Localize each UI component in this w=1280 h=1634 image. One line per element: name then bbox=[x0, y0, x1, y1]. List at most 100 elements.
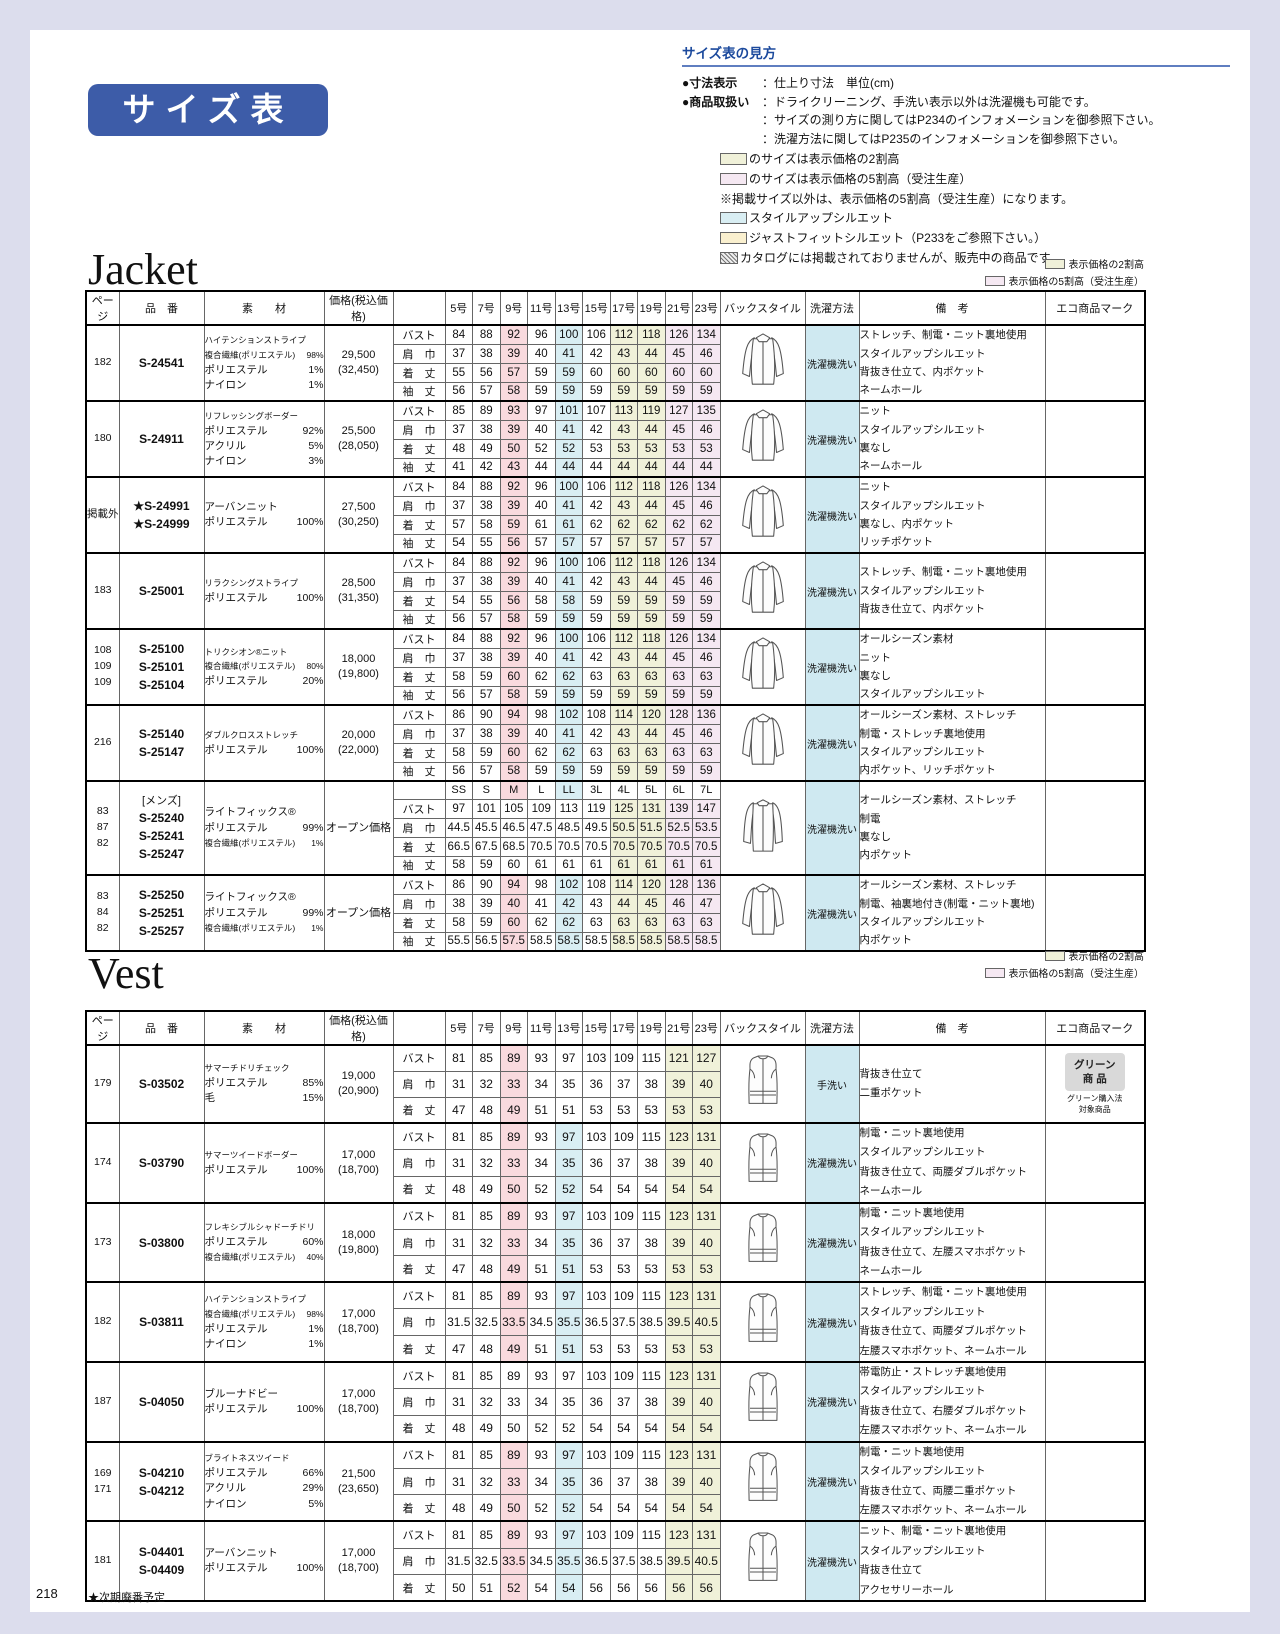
note-line: 左腰スマホポケット、ネームホール bbox=[859, 1344, 1027, 1357]
size-value-cell: 85 bbox=[472, 1044, 501, 1072]
wash-method-cell: 洗濯機洗い bbox=[804, 780, 860, 876]
size-value-cell: 34.5 bbox=[527, 1308, 556, 1336]
jacket-mini-legend: 表示価格の2割高 表示価格の5割高（受注生産） bbox=[844, 256, 1144, 290]
size-value-cell: 37 bbox=[444, 723, 473, 744]
size-value-cell: 49 bbox=[472, 1414, 501, 1443]
price-line: (28,050) bbox=[338, 440, 379, 452]
measure-label-cell: 袖 丈 bbox=[392, 457, 446, 478]
size-value-cell: 47.5 bbox=[527, 817, 556, 838]
size-value-cell: 56 bbox=[692, 1574, 721, 1602]
size-value-cell: 70.5 bbox=[582, 836, 611, 857]
size-value-cell: 58.5 bbox=[692, 931, 721, 952]
material-name: ポリエステル bbox=[204, 675, 268, 688]
material-line: ポリエステル 1% bbox=[205, 363, 323, 378]
size-value-cell: 62 bbox=[609, 514, 638, 535]
measurement-row: 着 丈 47 48 49 51 51 53 53 53 53 53 bbox=[86, 1096, 1145, 1124]
item-code: ★S-24999 bbox=[133, 517, 190, 531]
measure-label-cell: 着 丈 bbox=[392, 1494, 446, 1522]
size-value-cell: 39 bbox=[472, 893, 501, 914]
vest-back-icon bbox=[747, 1213, 778, 1262]
measurement-row: 肩 巾 37 38 39 40 41 42 43 44 45 46 bbox=[86, 647, 1145, 668]
size-value-cell: 58 bbox=[472, 514, 501, 535]
size-value-cell: 45 bbox=[664, 495, 693, 516]
measure-label-cell: 着 丈 bbox=[392, 438, 446, 459]
page-ref: 83 bbox=[96, 805, 109, 818]
size-value-cell: 36 bbox=[582, 1070, 611, 1098]
size-value-cell: 59 bbox=[609, 609, 638, 630]
vest-size-table: ページ品 番素 材価格(税込価格) 5号 7号 9号 11号 13号 15号 17号 19号 21… bbox=[85, 1010, 1146, 1603]
size-value-cell: 36 bbox=[582, 1228, 611, 1257]
vest-back-icon bbox=[747, 1372, 778, 1422]
size-value-cell: 105 bbox=[499, 798, 528, 819]
size-value-cell: 53 bbox=[609, 1255, 638, 1283]
note-line: 背抜き仕立て、両腰ダブルポケット bbox=[859, 1325, 1027, 1338]
item-code: S-24911 bbox=[139, 432, 184, 446]
size-value-cell: 135 bbox=[692, 400, 721, 421]
product-row-S-04401: 181 S-04401 S-04409 アーバンニット ポリエステル 100% 17,000… bbox=[85, 1520, 1146, 1602]
size-value-cell: 54 bbox=[609, 1494, 638, 1522]
size-value-cell: 131 bbox=[692, 1520, 721, 1549]
item-code: S-03800 bbox=[138, 1235, 185, 1250]
size-value-cell: 38 bbox=[472, 723, 501, 744]
jacket-back-icon bbox=[741, 408, 784, 461]
size-value-cell: 49.5 bbox=[582, 817, 611, 838]
material-cell: ブライトネスツイード ポリエステル 66% アクリル 29% ナイロン 5% bbox=[203, 1440, 325, 1522]
material-percent: 99% bbox=[302, 906, 324, 919]
size-value-cell: 55.5 bbox=[444, 931, 473, 952]
size-value-cell: 33.5 bbox=[499, 1547, 528, 1576]
size-value-cell: 63 bbox=[609, 742, 638, 763]
size-value-cell: 35 bbox=[554, 1467, 583, 1496]
page-ref: 109 bbox=[93, 660, 112, 673]
alt-size-header: SS bbox=[444, 780, 473, 800]
note-line: 背抜き仕立て、内ポケット bbox=[859, 603, 985, 616]
measurement-row: 着 丈 54 55 56 58 58 59 59 59 59 59 bbox=[86, 590, 1145, 611]
price-line: 18,000 bbox=[341, 1228, 376, 1241]
page-ref: 掲載外 bbox=[87, 508, 119, 521]
size-value-cell: 32.5 bbox=[472, 1547, 501, 1576]
page-ref-cell: 179 bbox=[85, 1044, 120, 1124]
size-value-cell: 48 bbox=[444, 1494, 473, 1522]
size-value-cell: 39 bbox=[499, 647, 528, 668]
size-value-cell: 53 bbox=[582, 1335, 611, 1363]
measure-label-cell: 袖 丈 bbox=[392, 685, 446, 706]
size-value-cell: 61 bbox=[582, 855, 611, 876]
material-percent: 85% bbox=[302, 1077, 324, 1090]
measure-label-cell: 着 丈 bbox=[392, 742, 446, 763]
size-value-cell: 51 bbox=[554, 1096, 583, 1124]
measure-label-cell: バスト bbox=[392, 628, 446, 649]
material-name: ナイロン bbox=[204, 1338, 247, 1351]
size-value-cell: 58.5 bbox=[582, 931, 611, 952]
size-value-cell: 38 bbox=[637, 1149, 666, 1177]
material-line: ハイテンションストライプ bbox=[205, 333, 323, 348]
vest-section-title: Vest bbox=[88, 949, 164, 998]
item-code-cell: S-25001 bbox=[118, 552, 205, 630]
note-line: スタイルアップシルエット bbox=[859, 1544, 986, 1557]
size-value-cell: 54 bbox=[664, 1414, 693, 1443]
size-value-cell: 119 bbox=[637, 400, 666, 421]
size-value-cell: 127 bbox=[692, 1044, 721, 1072]
material-line: ナイロン 1% bbox=[205, 378, 323, 393]
jacket-back-icon bbox=[741, 560, 784, 613]
measure-label-cell: 肩 巾 bbox=[392, 1388, 446, 1416]
note-line: オールシーズン素材 bbox=[859, 633, 954, 646]
size-value-cell: 40 bbox=[692, 1388, 721, 1416]
size-value-cell: 45 bbox=[637, 893, 666, 914]
size-value-cell: 31.5 bbox=[444, 1308, 473, 1336]
size-value-cell: 33 bbox=[499, 1228, 528, 1257]
size-value-cell: 51.5 bbox=[637, 817, 666, 838]
size-value-cell: 56 bbox=[444, 685, 473, 706]
size-value-cell: 61 bbox=[554, 514, 583, 535]
size-value-cell: 31 bbox=[444, 1388, 473, 1416]
size-value-cell: 38 bbox=[472, 571, 501, 592]
note-line: 内ポケット、リッチポケット bbox=[859, 764, 996, 777]
size-value-cell: 51 bbox=[554, 1335, 583, 1363]
size-value-cell: 51 bbox=[527, 1255, 556, 1283]
size-value-cell: 50 bbox=[444, 1574, 473, 1602]
material-cell: リラクシングストライプ ポリエステル 100% bbox=[203, 552, 325, 630]
size-value-cell: 115 bbox=[637, 1122, 666, 1151]
size-column-header: 11号 bbox=[527, 1010, 556, 1046]
material-line: ナイロン 1% bbox=[204, 1337, 323, 1352]
size-value-cell: 56 bbox=[499, 533, 528, 554]
size-value-cell: 39.5 bbox=[664, 1308, 693, 1336]
item-code: S-25240 bbox=[138, 811, 185, 826]
